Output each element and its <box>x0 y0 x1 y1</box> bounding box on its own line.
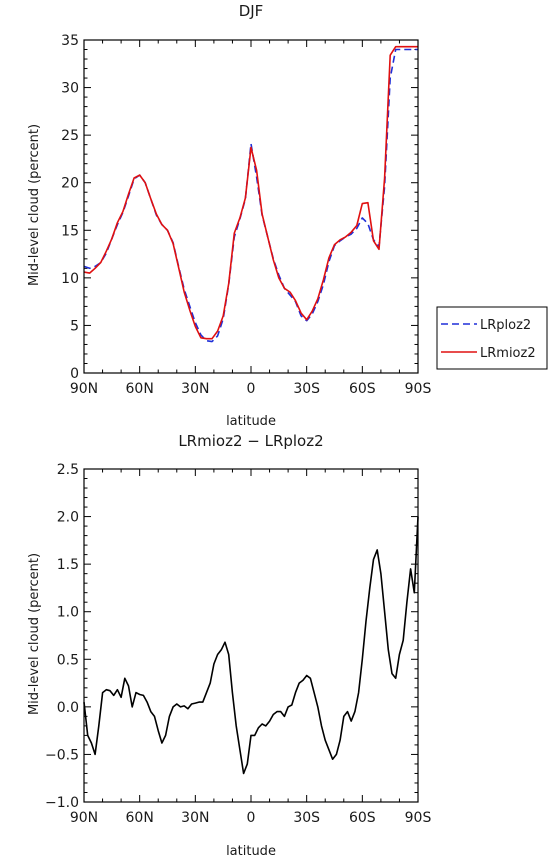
axis-ticks: 0 5 10 15 20 25 30 35 90N 60N 30N 0 30S 60S 90S <box>61 33 431 397</box>
x-tick-label: 90N <box>70 381 98 397</box>
x-tick-label: 0 <box>247 381 256 397</box>
plot-frame <box>83 39 419 374</box>
y-tick-label: 2.0 <box>57 510 79 526</box>
chart-title: DJF <box>239 2 264 20</box>
series-lines <box>83 516 419 775</box>
x-axis-label: latitude <box>226 414 276 429</box>
legend-box <box>436 306 548 370</box>
bottom-panel: LRmioz2 − LRploz2 Mid-level cloud (perce… <box>27 432 431 859</box>
top-panel: DJF Mid-level cloud (percent) latitude 0… <box>27 2 548 429</box>
y-tick-label: 1.5 <box>57 557 79 573</box>
x-tick-label: 90S <box>405 381 432 397</box>
x-tick-label: 60S <box>349 381 376 397</box>
y-tick-label: 15 <box>61 223 79 239</box>
x-axis-label: latitude <box>226 844 276 859</box>
y-tick-label: 0.5 <box>57 652 79 668</box>
y-tick-label: 35 <box>61 33 79 49</box>
y-axis-label: Mid-level cloud (percent) <box>27 553 42 715</box>
x-tick-label: 90S <box>405 810 432 826</box>
legend-label-lrploz2: LRploz2 <box>480 318 531 333</box>
x-tick-label: 30N <box>181 810 209 826</box>
y-tick-label: 10 <box>61 271 79 287</box>
y-tick-label: 5 <box>70 318 79 334</box>
chart-title: LRmioz2 − LRploz2 <box>178 432 323 450</box>
y-tick-label: −0.5 <box>45 747 79 763</box>
y-tick-label: 20 <box>61 176 79 192</box>
plot-frame <box>83 468 419 803</box>
x-tick-label: 0 <box>247 810 256 826</box>
y-tick-label: 1.0 <box>57 605 79 621</box>
x-tick-label: 30S <box>293 810 320 826</box>
x-tick-label: 90N <box>70 810 98 826</box>
y-tick-label: 0.0 <box>57 700 79 716</box>
legend-label-lrmioz2: LRmioz2 <box>480 346 536 361</box>
x-tick-label: 60N <box>126 381 154 397</box>
y-tick-label: 30 <box>61 81 79 97</box>
series-line-lrmioz2 <box>83 45 418 340</box>
y-tick-label: 25 <box>61 128 79 144</box>
x-tick-label: 30S <box>293 381 320 397</box>
y-tick-label: −1.0 <box>45 795 79 811</box>
y-axis-label: Mid-level cloud (percent) <box>27 124 42 286</box>
x-tick-label: 30N <box>181 381 209 397</box>
axis-ticks: −1.0 −0.5 0.0 0.5 1.0 1.5 2.0 2.5 90N 60N 30N 0 30S 6… <box>45 462 431 826</box>
y-tick-label: 0 <box>70 366 79 382</box>
x-tick-label: 60N <box>126 810 154 826</box>
legend: LRploz2 LRmioz2 <box>436 306 548 370</box>
series-line-difference <box>83 516 419 775</box>
x-tick-label: 60S <box>349 810 376 826</box>
series-lines <box>83 45 418 343</box>
series-line-lrploz2 <box>83 48 418 343</box>
y-tick-label: 2.5 <box>57 462 79 478</box>
